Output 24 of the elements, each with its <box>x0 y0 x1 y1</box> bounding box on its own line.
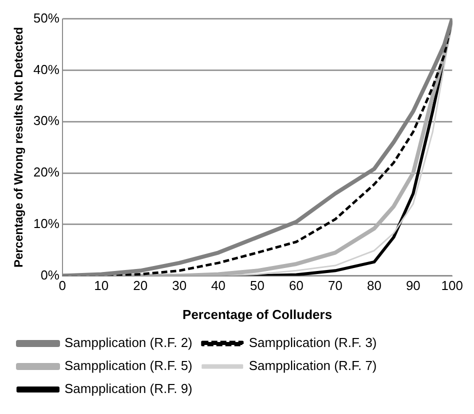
y-tick-label: 40% <box>33 62 60 77</box>
y-tick-label: 30% <box>33 113 60 128</box>
legend-label: Sampplication (R.F. 3) <box>248 335 377 350</box>
y-axis-title: Percentage of Wrong results Not Detected <box>12 27 26 268</box>
x-tick-label: 0 <box>58 278 66 294</box>
y-tick-label: 0% <box>40 267 60 282</box>
legend-label: Sampplication (R.F. 9) <box>64 381 192 396</box>
x-tick-label: 40 <box>211 278 226 294</box>
x-tick-label: 80 <box>366 278 382 294</box>
x-tick-label: 90 <box>406 278 420 294</box>
x-tick-label: 10 <box>94 278 109 294</box>
x-tick-label: 100 <box>441 278 464 294</box>
legend-label: Sampplication (R.F. 2) <box>64 335 192 350</box>
legend-label: Sampplication (R.F. 7) <box>248 358 377 374</box>
x-tick-label: 60 <box>289 278 304 294</box>
y-tick-label: 50% <box>33 10 60 26</box>
x-tick-label: 20 <box>133 278 148 294</box>
x-tick-label: 50 <box>250 278 265 294</box>
legend-label: Sampplication (R.F. 5) <box>64 358 192 374</box>
x-tick-label: 70 <box>328 278 342 294</box>
y-tick-label: 20% <box>33 164 60 180</box>
y-tick-label: 10% <box>33 216 60 231</box>
x-axis-title: Percentage of Colluders <box>182 306 332 322</box>
x-tick-label: 30 <box>172 278 187 294</box>
